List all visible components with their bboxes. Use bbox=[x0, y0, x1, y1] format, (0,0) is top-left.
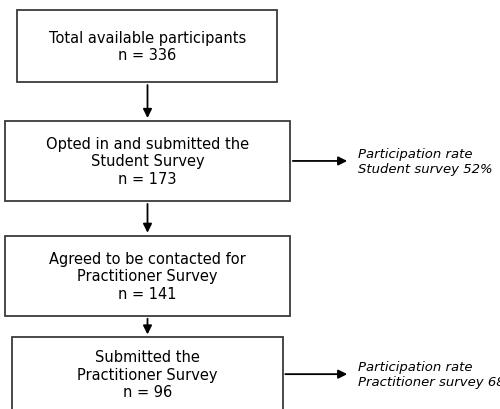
Text: Participation rate
Practitioner survey 68%: Participation rate Practitioner survey 6… bbox=[358, 360, 500, 388]
Text: Total available participants
n = 336: Total available participants n = 336 bbox=[49, 31, 246, 63]
FancyBboxPatch shape bbox=[5, 236, 290, 316]
FancyBboxPatch shape bbox=[5, 122, 290, 202]
Text: Agreed to be contacted for
Practitioner Survey
n = 141: Agreed to be contacted for Practitioner … bbox=[49, 251, 246, 301]
FancyBboxPatch shape bbox=[18, 11, 278, 83]
FancyBboxPatch shape bbox=[12, 337, 282, 409]
Text: Participation rate
Student survey 52%: Participation rate Student survey 52% bbox=[358, 148, 492, 175]
Text: Opted in and submitted the
Student Survey
n = 173: Opted in and submitted the Student Surve… bbox=[46, 137, 249, 187]
Text: Submitted the
Practitioner Survey
n = 96: Submitted the Practitioner Survey n = 96 bbox=[77, 349, 218, 399]
